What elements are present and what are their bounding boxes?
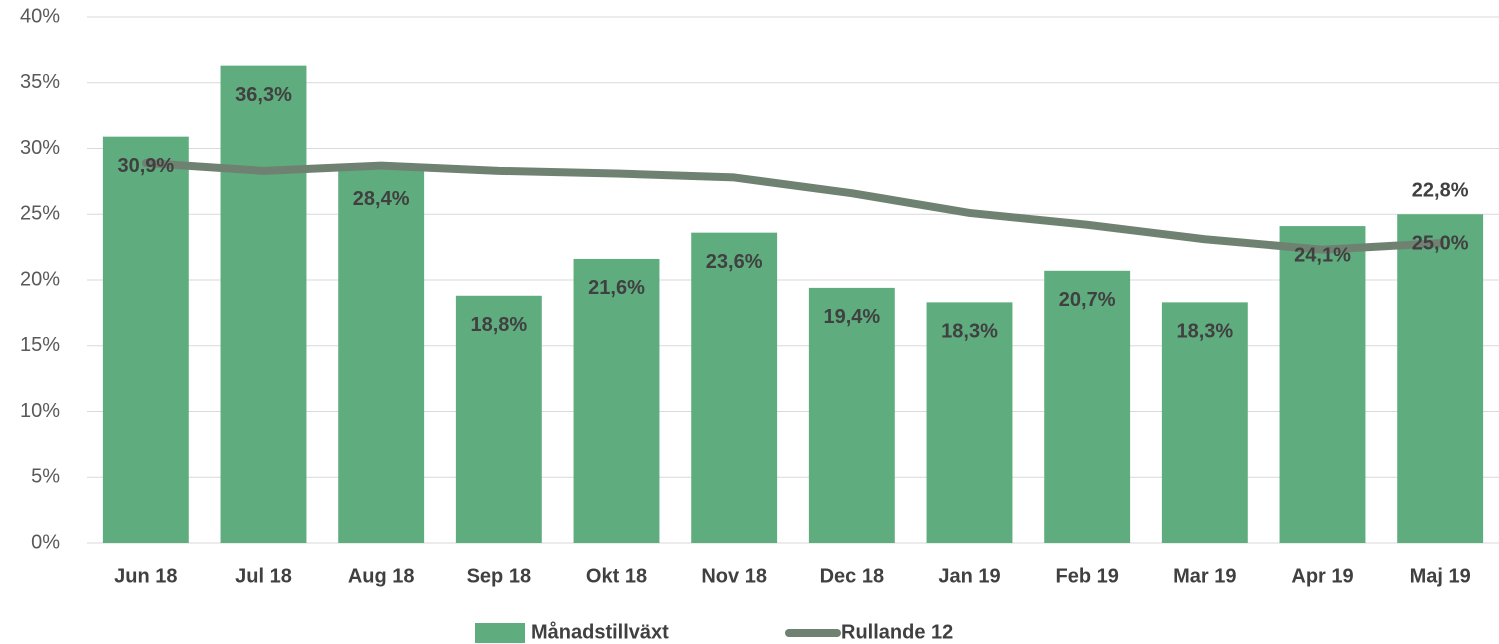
data-label: 36,3% xyxy=(235,84,292,106)
y-tick-label: 10% xyxy=(20,400,60,422)
y-tick-label: 30% xyxy=(20,137,60,159)
x-tick-label: Apr 19 xyxy=(1291,565,1353,587)
x-tick-label: Jul 18 xyxy=(235,565,292,587)
y-tick-label: 20% xyxy=(20,268,60,290)
data-label: 24,1% xyxy=(1294,244,1351,266)
x-tick-label: Jan 19 xyxy=(938,565,1000,587)
data-label: 18,8% xyxy=(470,314,527,336)
bar xyxy=(691,232,778,543)
bar xyxy=(220,65,307,543)
data-label: 21,6% xyxy=(588,277,645,299)
legend-label: Månadstillväxt xyxy=(531,620,669,643)
x-tick-label: Maj 19 xyxy=(1410,565,1471,587)
x-tick-label: Nov 18 xyxy=(701,565,767,587)
data-label: 20,7% xyxy=(1059,289,1116,311)
x-tick-label: Okt 18 xyxy=(586,565,647,587)
bar xyxy=(1161,302,1248,543)
y-tick-label: 40% xyxy=(20,5,60,27)
y-tick-label: 15% xyxy=(20,334,60,356)
data-label: 18,3% xyxy=(941,321,998,343)
data-label: 30,9% xyxy=(117,155,174,177)
bar xyxy=(102,136,189,544)
bar xyxy=(1044,270,1131,543)
legend-label: Rullande 12 xyxy=(841,621,953,643)
y-tick-label: 5% xyxy=(31,466,60,488)
y-tick-label: 0% xyxy=(31,531,60,553)
x-tick-label: Dec 18 xyxy=(820,565,885,587)
data-label: 28,4% xyxy=(353,188,410,210)
bar xyxy=(926,302,1013,543)
y-tick-label: 25% xyxy=(20,203,60,225)
line xyxy=(141,158,1445,254)
x-tick-label: Jun 18 xyxy=(114,565,177,587)
data-label: 23,6% xyxy=(706,251,763,273)
bar xyxy=(573,258,660,543)
legend-swatch xyxy=(475,623,525,643)
data-label: 25,0% xyxy=(1412,233,1469,255)
y-tick-label: 35% xyxy=(20,71,60,93)
bar xyxy=(455,295,542,543)
bar xyxy=(808,287,895,543)
data-label: 18,3% xyxy=(1176,321,1233,343)
data-label: 19,4% xyxy=(823,306,880,328)
x-tick-label: Sep 18 xyxy=(467,565,531,587)
data-label: 22,8% xyxy=(1412,179,1469,201)
bar xyxy=(1279,226,1366,543)
bar xyxy=(1397,214,1484,543)
x-tick-label: Aug 18 xyxy=(348,565,415,587)
x-tick-label: Feb 19 xyxy=(1055,565,1118,587)
bar xyxy=(338,169,425,544)
x-tick-label: Mar 19 xyxy=(1173,565,1236,587)
